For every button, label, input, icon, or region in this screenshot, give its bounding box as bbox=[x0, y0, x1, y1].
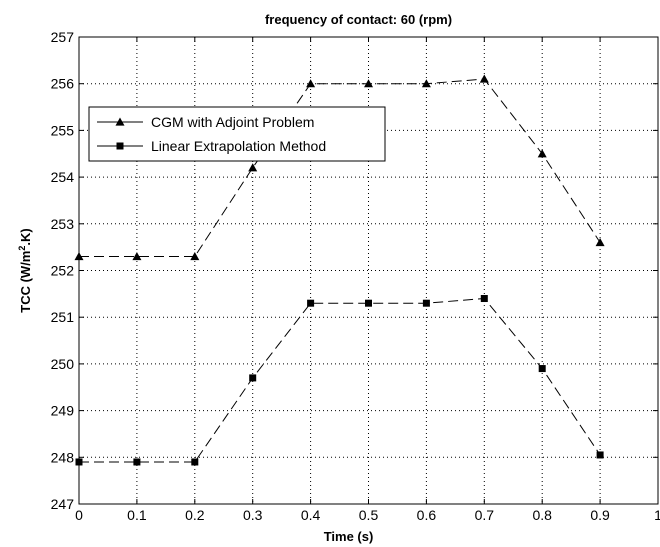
y-tick-label: 250 bbox=[51, 356, 75, 372]
y-tick-label: 254 bbox=[51, 169, 75, 185]
axis-ticks: 0 0.1 0.2 0.3 0.4 0.5 0.6 0.7 0.8 0.9 1 247 248 249 25… bbox=[51, 29, 660, 523]
y-tick-label: 249 bbox=[51, 403, 75, 419]
legend-items: CGM with Adjoint Problem Linear Extrapola… bbox=[97, 114, 326, 154]
y-axis-label-part: 2 bbox=[17, 246, 27, 251]
data-point bbox=[538, 365, 546, 373]
data-point bbox=[422, 299, 430, 307]
data-point bbox=[421, 79, 431, 88]
y-tick-label: 253 bbox=[51, 216, 75, 232]
data-point bbox=[306, 79, 316, 88]
data-point bbox=[248, 163, 258, 172]
series-1 bbox=[74, 74, 605, 261]
y-tick-label: 257 bbox=[51, 29, 75, 45]
legend-marker bbox=[115, 117, 125, 126]
legend-entry-2: Linear Extrapolation Method bbox=[97, 138, 326, 154]
data-point bbox=[307, 299, 315, 307]
data-point bbox=[75, 458, 83, 466]
x-tick-label: 0.8 bbox=[532, 507, 552, 523]
y-tick-label: 256 bbox=[51, 76, 75, 92]
data-point bbox=[132, 251, 142, 261]
x-tick-label: 0.2 bbox=[185, 507, 205, 523]
series-2 bbox=[75, 295, 604, 466]
data-point bbox=[133, 458, 141, 466]
data-series bbox=[74, 74, 605, 466]
x-tick-label: 0.3 bbox=[243, 507, 263, 523]
y-tick-label: 248 bbox=[51, 449, 75, 465]
legend-entry-1: CGM with Adjoint Problem bbox=[97, 114, 314, 130]
data-point bbox=[364, 79, 373, 88]
y-axis-label-part: TCC (W/m bbox=[18, 251, 33, 313]
series-line bbox=[79, 298, 601, 463]
x-tick-label: 0.1 bbox=[127, 507, 147, 523]
x-tick-label: 0.7 bbox=[475, 507, 495, 523]
data-point bbox=[537, 149, 547, 158]
legend-label: CGM with Adjoint Problem bbox=[151, 114, 314, 130]
y-axis-label: TCC (W/m2.K) bbox=[17, 228, 33, 312]
x-tick-label: 0.6 bbox=[417, 507, 437, 523]
x-tick-label: 0.9 bbox=[590, 507, 610, 523]
x-tick-label: 0.5 bbox=[359, 507, 379, 523]
y-axis-label-part: .K) bbox=[18, 228, 33, 245]
data-point bbox=[365, 299, 372, 307]
legend-label: Linear Extrapolation Method bbox=[151, 138, 326, 154]
data-point bbox=[191, 458, 199, 466]
chart-title: frequency of contact: 60 (rpm) bbox=[265, 12, 452, 27]
y-tick-label: 252 bbox=[51, 263, 75, 279]
x-tick-label: 0.4 bbox=[301, 507, 321, 523]
data-point bbox=[595, 237, 605, 247]
y-tick-label: 247 bbox=[51, 496, 75, 512]
data-point bbox=[480, 295, 488, 303]
data-point bbox=[479, 74, 489, 83]
y-tick-label: 255 bbox=[51, 122, 75, 138]
legend-box bbox=[88, 106, 386, 162]
data-point bbox=[190, 251, 200, 261]
data-point bbox=[249, 374, 257, 382]
x-axis-label: Time (s) bbox=[324, 529, 374, 544]
data-point bbox=[74, 251, 84, 261]
series-line bbox=[79, 78, 601, 257]
legend-marker bbox=[116, 142, 124, 150]
x-tick-label: 0 bbox=[75, 507, 83, 523]
x-tick-label: 1 bbox=[654, 507, 660, 523]
y-tick-label: 251 bbox=[51, 309, 75, 325]
data-point bbox=[596, 451, 604, 459]
legend: CGM with Adjoint Problem Linear Extrapola… bbox=[88, 106, 386, 162]
